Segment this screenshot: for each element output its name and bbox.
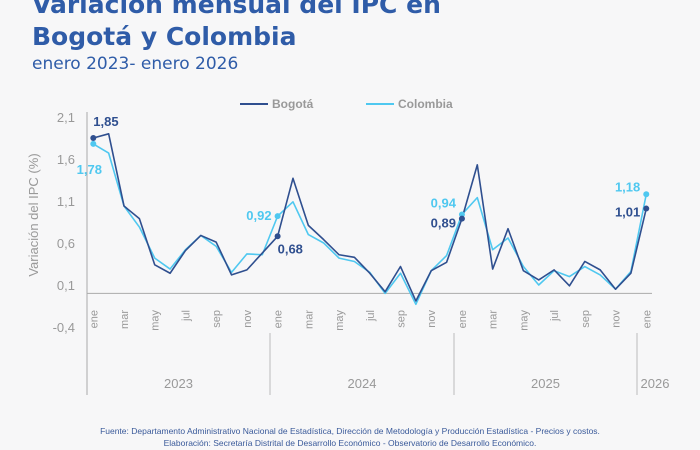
data-label: 0,68: [278, 241, 303, 256]
x-tick-label: nov: [611, 310, 623, 328]
year-label: 2024: [348, 376, 377, 391]
data-point-marker: [274, 213, 281, 220]
series-line-bogota: [93, 133, 648, 302]
x-tick-label: sep: [580, 310, 592, 328]
chart-title-line1: Variación mensual del IPC en: [32, 0, 441, 19]
data-point-marker: [90, 135, 97, 141]
x-tick-label: ene: [273, 310, 285, 328]
data-point-marker: [274, 233, 281, 240]
data-label: 0,94: [431, 195, 457, 210]
y-tick-label: 0,1: [57, 278, 75, 293]
chart-title-line2: Bogotá y Colombia: [32, 22, 297, 51]
year-label: 2025: [531, 376, 560, 391]
data-label: 1,78: [77, 162, 102, 177]
year-label: 2026: [641, 376, 670, 391]
x-tick-label: mar: [303, 310, 315, 329]
footer-source: Fuente: Departamento Administrativo Naci…: [100, 426, 600, 436]
x-tick-label: may: [150, 310, 162, 331]
y-tick-label: 0,6: [57, 236, 75, 251]
x-tick-label: jul: [549, 310, 561, 322]
footer-elaboration: Elaboración: Secretaría Distrital de Des…: [163, 438, 537, 448]
x-tick-label: sep: [211, 310, 223, 328]
x-tick-label: sep: [396, 310, 408, 328]
data-point-marker: [643, 205, 650, 212]
x-tick-label: nov: [426, 310, 438, 328]
x-tick-label: mar: [488, 310, 500, 329]
x-tick-label: may: [334, 310, 346, 331]
data-label: 0,89: [431, 216, 456, 231]
legend-label: Bogotá: [272, 97, 314, 111]
data-point-marker: [90, 140, 97, 147]
legend-label: Colombia: [398, 97, 453, 111]
y-axis-label: Variación del IPC (%): [26, 153, 41, 276]
data-label: 1,85: [93, 114, 118, 129]
y-tick-label: 2,1: [57, 110, 75, 125]
x-tick-label: may: [518, 310, 530, 331]
data-point-marker: [458, 215, 465, 222]
y-tick-label: -0,4: [53, 320, 75, 335]
x-tick-label: nov: [242, 310, 254, 328]
y-tick-label: 1,1: [57, 194, 75, 209]
x-tick-label: ene: [641, 310, 653, 328]
x-tick-label: mar: [119, 310, 131, 329]
x-tick-label: jul: [365, 310, 377, 322]
x-tick-label: ene: [88, 310, 100, 328]
year-label: 2023: [164, 376, 193, 391]
data-label: 1,18: [615, 179, 640, 194]
data-point-marker: [458, 211, 465, 218]
data-label: 1,01: [615, 205, 640, 220]
chart-subtitle: enero 2023- enero 2026: [32, 54, 239, 74]
y-tick-label: 1,6: [57, 152, 75, 167]
x-tick-label: ene: [457, 310, 469, 328]
data-label: 0,92: [246, 208, 271, 223]
x-tick-label: jul: [180, 310, 192, 322]
data-point-marker: [643, 191, 650, 198]
